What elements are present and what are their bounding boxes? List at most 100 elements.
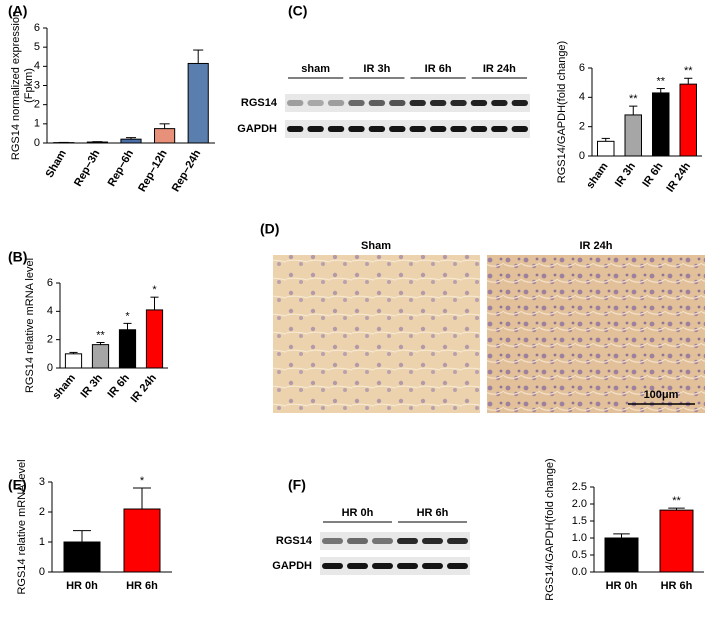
- x-tick-label: Rep−24h: [170, 148, 204, 194]
- significance-label: *: [125, 310, 130, 322]
- blot-band: [447, 563, 468, 569]
- group-label: HR 6h: [417, 507, 449, 519]
- y-axis-label: RGS14 relative mRNA level: [16, 459, 28, 594]
- x-tick-label: Rep−6h: [106, 148, 137, 189]
- bar: [63, 541, 101, 573]
- x-tick-label: IR 3h: [79, 372, 106, 401]
- panel-label: (E): [8, 477, 27, 493]
- blot-band: [491, 100, 508, 106]
- x-tick-label: HR 0h: [66, 580, 98, 592]
- y-tick-label: 0: [39, 566, 45, 578]
- blot-band: [348, 100, 365, 106]
- y-tick-label: 2: [34, 99, 40, 111]
- x-tick-label: Sham: [44, 148, 69, 180]
- y-tick-label: 6: [47, 277, 53, 289]
- x-tick-label: IR 6h: [640, 160, 665, 189]
- y-axis-label: RGS14/GAPDH(fold change): [544, 458, 556, 600]
- y-tick-label: 0: [34, 137, 40, 149]
- blot-band: [348, 126, 365, 132]
- blot-band: [450, 100, 467, 106]
- blot-band: [409, 100, 426, 106]
- x-tick-label: HR 6h: [126, 580, 158, 592]
- blot-background: [320, 532, 470, 550]
- bar: [145, 309, 164, 369]
- y-tick-label: 2: [39, 506, 45, 518]
- x-tick-label: IR 3h: [613, 160, 638, 189]
- blot-band: [429, 126, 447, 132]
- blot-band: [491, 126, 508, 132]
- x-tick-label: IR 6h: [106, 372, 133, 401]
- blot-band: [368, 126, 386, 132]
- x-tick-label: Rep−12h: [136, 148, 170, 194]
- blot-band: [389, 100, 406, 106]
- blot-band: [327, 126, 345, 132]
- x-tick-label: sham: [50, 372, 78, 402]
- blot-row-label: GAPDH: [272, 560, 312, 572]
- blot-band: [511, 126, 528, 132]
- y-tick-label: 0: [579, 150, 585, 162]
- blot-row-label: RGS14: [241, 97, 278, 109]
- blot-band: [372, 538, 393, 544]
- x-tick-label: HR 0h: [606, 580, 638, 592]
- bar: [604, 537, 639, 573]
- blot-row-label: GAPDH: [237, 123, 277, 135]
- bar: [118, 329, 137, 369]
- y-tick-label: 0.0: [572, 566, 587, 578]
- y-tick-label: 2.5: [572, 481, 587, 493]
- bar: [187, 62, 209, 144]
- y-tick-label: 1.0: [572, 532, 587, 544]
- panel-label: (F): [288, 477, 306, 493]
- x-tick-label: sham: [584, 160, 610, 191]
- panel-label: (D): [260, 221, 279, 237]
- y-tick-label: 1: [39, 536, 45, 548]
- panel-label: (A): [8, 3, 27, 19]
- y-tick-label: 2.0: [572, 498, 587, 510]
- y-tick-label: 3: [34, 79, 40, 91]
- blot-band: [307, 126, 324, 132]
- blot-band: [429, 100, 447, 106]
- bar: [652, 92, 670, 157]
- bar: [123, 508, 161, 573]
- bar: [91, 344, 110, 369]
- blot-band: [287, 100, 304, 106]
- y-axis-label: RGS14 relative mRNA level: [24, 258, 36, 393]
- blot-band: [422, 563, 443, 569]
- significance-label: **: [672, 495, 681, 507]
- y-tick-label: 3: [39, 476, 45, 488]
- y-axis-label: RGS14/GAPDH(fold change): [556, 41, 568, 183]
- blot-band: [347, 538, 368, 544]
- y-tick-label: 4: [34, 60, 40, 72]
- blot-band: [450, 126, 467, 132]
- group-label: IR 24h: [483, 63, 516, 75]
- bar: [64, 353, 83, 369]
- y-tick-label: 1: [34, 118, 40, 130]
- blot-band: [397, 563, 418, 569]
- significance-label: **: [684, 65, 693, 77]
- y-tick-label: 4: [47, 305, 53, 317]
- histology-label: Sham: [361, 240, 391, 252]
- scale-bar-label: 100μm: [644, 389, 679, 401]
- significance-label: **: [629, 93, 638, 105]
- blot-background: [285, 94, 530, 112]
- panel-label: (C): [288, 3, 307, 19]
- group-label: sham: [301, 63, 330, 75]
- blot-row-label: RGS14: [276, 535, 313, 547]
- histology-label: IR 24h: [579, 240, 612, 252]
- significance-label: *: [152, 284, 157, 296]
- blot-band: [409, 126, 426, 132]
- blot-band: [327, 100, 345, 106]
- y-tick-label: 1.5: [572, 515, 587, 527]
- y-tick-label: 2: [579, 121, 585, 133]
- blot-band: [347, 563, 368, 569]
- x-tick-label: IR 24h: [129, 372, 160, 405]
- y-tick-label: 0.5: [572, 549, 587, 561]
- x-tick-label: HR 6h: [661, 580, 693, 592]
- bar: [154, 128, 176, 144]
- blot-band: [422, 538, 443, 544]
- significance-label: *: [140, 475, 145, 487]
- significance-label: **: [656, 75, 665, 87]
- blot-band: [287, 126, 304, 132]
- group-label: IR 3h: [363, 63, 390, 75]
- group-label: HR 0h: [342, 507, 374, 519]
